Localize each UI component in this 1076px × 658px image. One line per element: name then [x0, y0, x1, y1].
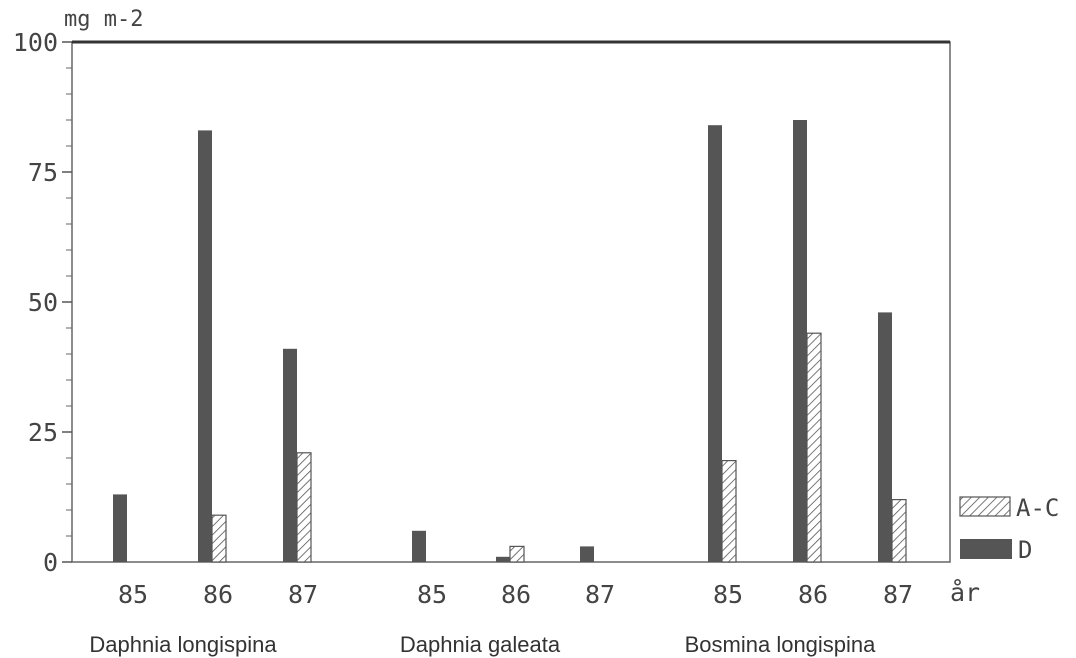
group-label: Daphnia longispina — [89, 632, 277, 657]
bar-a-c — [211, 514, 227, 563]
x-tick-label: 87 — [288, 580, 318, 609]
bar-a-c — [509, 545, 525, 563]
y-tick-label: 50 — [28, 288, 58, 317]
group-label: Daphnia galeata — [400, 632, 561, 657]
bar-d — [793, 120, 807, 562]
y-tick-label: 25 — [28, 418, 58, 447]
bar-d — [708, 125, 722, 562]
y-tick-label: 75 — [28, 158, 58, 187]
x-tick-label: 87 — [585, 580, 615, 609]
bar-d — [113, 494, 127, 562]
legend-swatch-a-c — [959, 496, 1011, 517]
bar-d — [580, 546, 594, 562]
y-axis-unit: mg m-2 — [64, 7, 143, 32]
x-tick-label: 87 — [883, 580, 913, 609]
bar-a-c — [296, 452, 312, 563]
legend-label-a-c: A-C — [1016, 494, 1059, 522]
bar-d — [412, 530, 426, 562]
x-tick-label: 86 — [798, 580, 828, 609]
bar-d — [283, 348, 297, 562]
bar-d — [878, 312, 892, 562]
legend-label-d: D — [1018, 536, 1032, 564]
x-tick-label: 86 — [203, 580, 233, 609]
x-tick-label: 86 — [501, 580, 531, 609]
bar-a-c — [721, 460, 737, 563]
group-label: Bosmina longispina — [685, 632, 877, 657]
x-tick-label: 85 — [417, 580, 447, 609]
legend-swatch-d — [960, 539, 1012, 559]
bar-d — [496, 556, 510, 562]
x-tick-label: 85 — [713, 580, 743, 609]
bar-a-c — [891, 499, 907, 563]
x-axis-unit: år — [950, 578, 980, 607]
bar-a-c — [806, 332, 822, 563]
bar-d — [198, 130, 212, 562]
x-tick-label: 85 — [118, 580, 148, 609]
y-tick-label: 100 — [13, 28, 58, 57]
y-tick-label: 0 — [43, 548, 58, 577]
